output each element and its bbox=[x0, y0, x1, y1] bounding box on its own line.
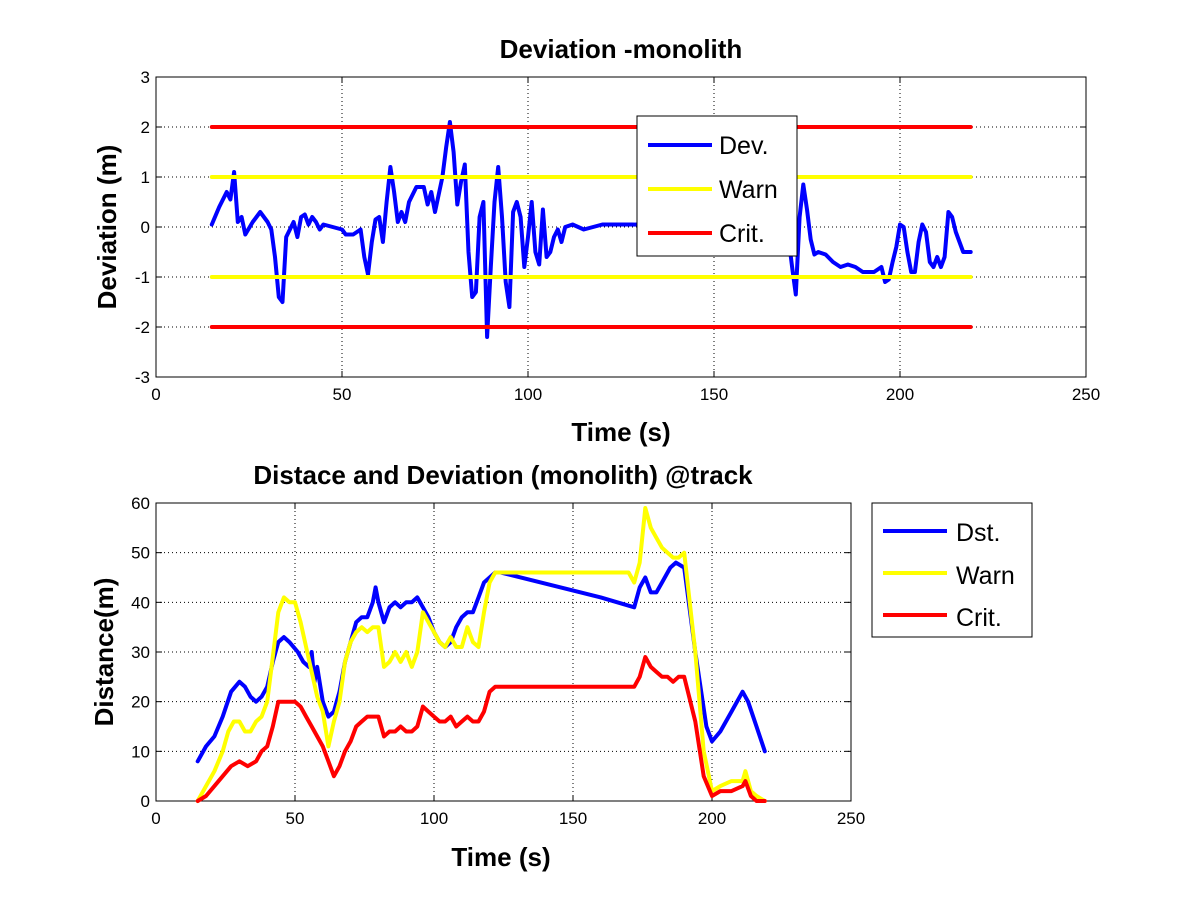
y-tick-label: 1 bbox=[141, 168, 150, 187]
x-tick-label: 200 bbox=[698, 809, 726, 828]
x-tick-label: 250 bbox=[1072, 385, 1100, 404]
legend-label-warn: Warn bbox=[719, 176, 778, 204]
legend-label-dst: Dst. bbox=[956, 519, 1000, 547]
y-axis-label-deviation: Deviation (m) bbox=[92, 145, 122, 310]
x-tick-label: 150 bbox=[700, 385, 728, 404]
legend-label-crit-2: Crit. bbox=[956, 604, 1002, 632]
y-tick-label: 3 bbox=[141, 68, 150, 87]
chart-deviation: 0 50 100 150 200 250 -3 -2 -1 0 1 2 3 Deviation -mon… bbox=[92, 34, 1100, 447]
y-tick-label: 20 bbox=[131, 693, 150, 712]
series-lines-deviation bbox=[209, 120, 973, 339]
y-tick-label: 40 bbox=[131, 593, 150, 612]
chart-title-distance: Distace and Deviation (monolith) @track bbox=[253, 460, 753, 490]
y-axis-label-distance: Distance(m) bbox=[89, 578, 119, 727]
x-tick-label: 150 bbox=[559, 809, 587, 828]
y-tick-label: 2 bbox=[141, 118, 150, 137]
x-axis-label-deviation: Time (s) bbox=[571, 417, 670, 447]
chart-title-deviation: Deviation -monolith bbox=[500, 34, 743, 64]
y-tick-label: 0 bbox=[141, 218, 150, 237]
legend-distance: Dst. Warn Crit. bbox=[871, 502, 1033, 638]
x-tick-label: 50 bbox=[333, 385, 352, 404]
x-tick-label: 100 bbox=[420, 809, 448, 828]
ticks-distance: 0 50 100 150 200 250 0 10 20 30 40 50 60 bbox=[131, 494, 865, 828]
ticks-deviation: 0 50 100 150 200 250 -3 -2 -1 0 1 2 3 bbox=[135, 68, 1100, 404]
y-tick-label: 10 bbox=[131, 742, 150, 761]
x-tick-label: 50 bbox=[286, 809, 305, 828]
y-tick-label: -3 bbox=[135, 368, 150, 387]
x-tick-label: 200 bbox=[886, 385, 914, 404]
gridlines-distance bbox=[156, 503, 851, 801]
legend-label-crit: Crit. bbox=[719, 220, 765, 248]
x-tick-label: 0 bbox=[151, 385, 160, 404]
y-tick-label: 60 bbox=[131, 494, 150, 513]
x-axis-label-distance: Time (s) bbox=[451, 842, 550, 872]
legend-label-dev: Dev. bbox=[719, 132, 769, 160]
legend-deviation: Dev. Warn Crit. bbox=[636, 115, 798, 257]
y-tick-label: 30 bbox=[131, 643, 150, 662]
series-line-dev bbox=[209, 120, 973, 339]
y-tick-label: 0 bbox=[141, 792, 150, 811]
chart-distance: 0 50 100 150 200 250 0 10 20 30 40 50 60 Distace and… bbox=[89, 460, 1033, 872]
y-tick-label: -1 bbox=[135, 268, 150, 287]
series-line-crit bbox=[195, 655, 767, 803]
x-tick-label: 0 bbox=[151, 809, 160, 828]
series-line-dst bbox=[195, 560, 767, 764]
y-tick-label: -2 bbox=[135, 318, 150, 337]
x-tick-label: 100 bbox=[514, 385, 542, 404]
x-tick-label: 250 bbox=[837, 809, 865, 828]
y-tick-label: 50 bbox=[131, 544, 150, 563]
legend-label-warn-2: Warn bbox=[956, 562, 1015, 590]
series-line-warn bbox=[195, 506, 767, 803]
series-lines-distance bbox=[195, 506, 767, 803]
